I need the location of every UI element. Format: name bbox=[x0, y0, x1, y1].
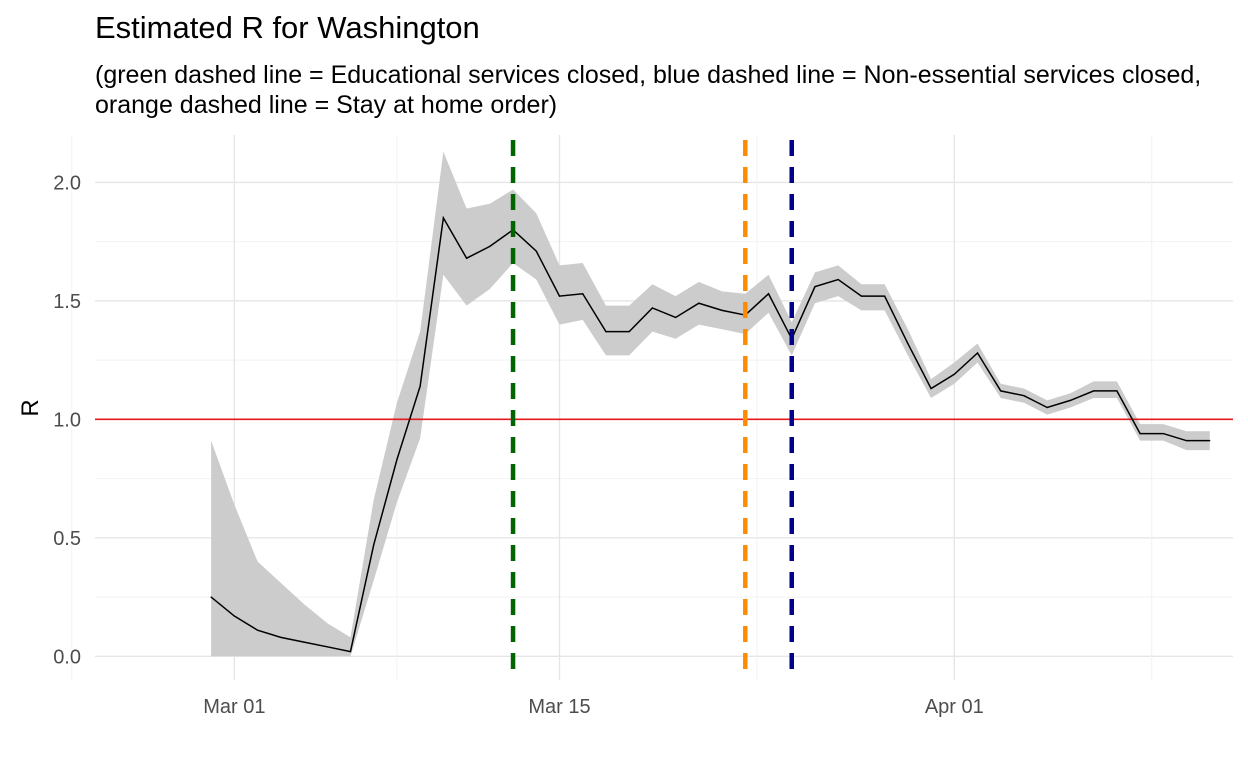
y-tick-label: 1.5 bbox=[53, 291, 81, 313]
r-estimate-line bbox=[210, 215, 1210, 653]
r-estimate-point bbox=[558, 295, 561, 297]
r-estimate-point bbox=[953, 373, 955, 375]
r-estimate-point bbox=[303, 641, 305, 643]
r-estimate-point bbox=[442, 217, 444, 219]
r-estimate-point bbox=[1116, 390, 1118, 392]
r-estimate-point bbox=[1023, 395, 1025, 397]
r-estimate-point bbox=[976, 352, 979, 354]
r-estimate-point bbox=[373, 544, 375, 546]
r-estimate-point bbox=[837, 278, 839, 281]
r-estimate-point bbox=[535, 250, 537, 252]
r-estimate-point bbox=[698, 302, 700, 304]
r-estimate-point bbox=[489, 245, 491, 247]
r-estimate-point bbox=[1046, 406, 1048, 409]
r-estimate-point bbox=[465, 257, 468, 259]
y-tick-label: 2.0 bbox=[53, 172, 81, 194]
y-axis-label: R bbox=[17, 399, 44, 416]
r-estimate-point bbox=[582, 293, 584, 295]
r-estimate-point bbox=[1162, 432, 1164, 435]
chart-subtitle: (green dashed line = Educational service… bbox=[95, 61, 1202, 119]
r-estimate-point bbox=[907, 342, 909, 345]
r-estimate-point bbox=[1093, 390, 1095, 392]
x-tick-label: Mar 15 bbox=[528, 696, 590, 718]
x-tick-label: Mar 01 bbox=[203, 696, 265, 718]
r-estimate-point bbox=[1069, 399, 1072, 401]
r-estimate-point bbox=[1139, 432, 1141, 435]
y-tick-label: 1.0 bbox=[53, 409, 81, 431]
r-estimate-point bbox=[651, 307, 653, 309]
r-estimate-point bbox=[884, 295, 886, 297]
r-estimate-point bbox=[814, 286, 816, 288]
chart-title: Estimated R for Washington bbox=[95, 10, 480, 45]
r-estimate-point bbox=[930, 387, 932, 390]
r-estimate-point bbox=[767, 293, 770, 295]
r-estimate-point bbox=[326, 646, 328, 648]
r-estimate-point bbox=[860, 295, 863, 297]
r-estimate-point bbox=[233, 615, 235, 617]
x-tick-label: Apr 01 bbox=[925, 696, 984, 718]
r-estimate-point bbox=[280, 636, 282, 638]
r-estimate-point bbox=[1209, 440, 1211, 442]
y-tick-label: 0.0 bbox=[53, 646, 81, 668]
r-estimate-point bbox=[419, 385, 421, 387]
y-tick-label: 0.5 bbox=[53, 528, 81, 550]
r-estimate-point bbox=[675, 316, 677, 319]
r-estimate-point bbox=[721, 309, 723, 311]
r-estimate-point bbox=[628, 331, 630, 333]
r-estimate-point bbox=[210, 596, 212, 598]
r-estimate-point bbox=[1185, 440, 1188, 442]
r-estimate-point bbox=[349, 650, 352, 653]
r-estimate-point bbox=[605, 331, 607, 333]
r-estimate-point bbox=[1000, 390, 1002, 392]
r-estimate-point bbox=[396, 459, 398, 461]
r-estimate-point bbox=[256, 629, 259, 631]
confidence-band bbox=[211, 151, 1210, 657]
